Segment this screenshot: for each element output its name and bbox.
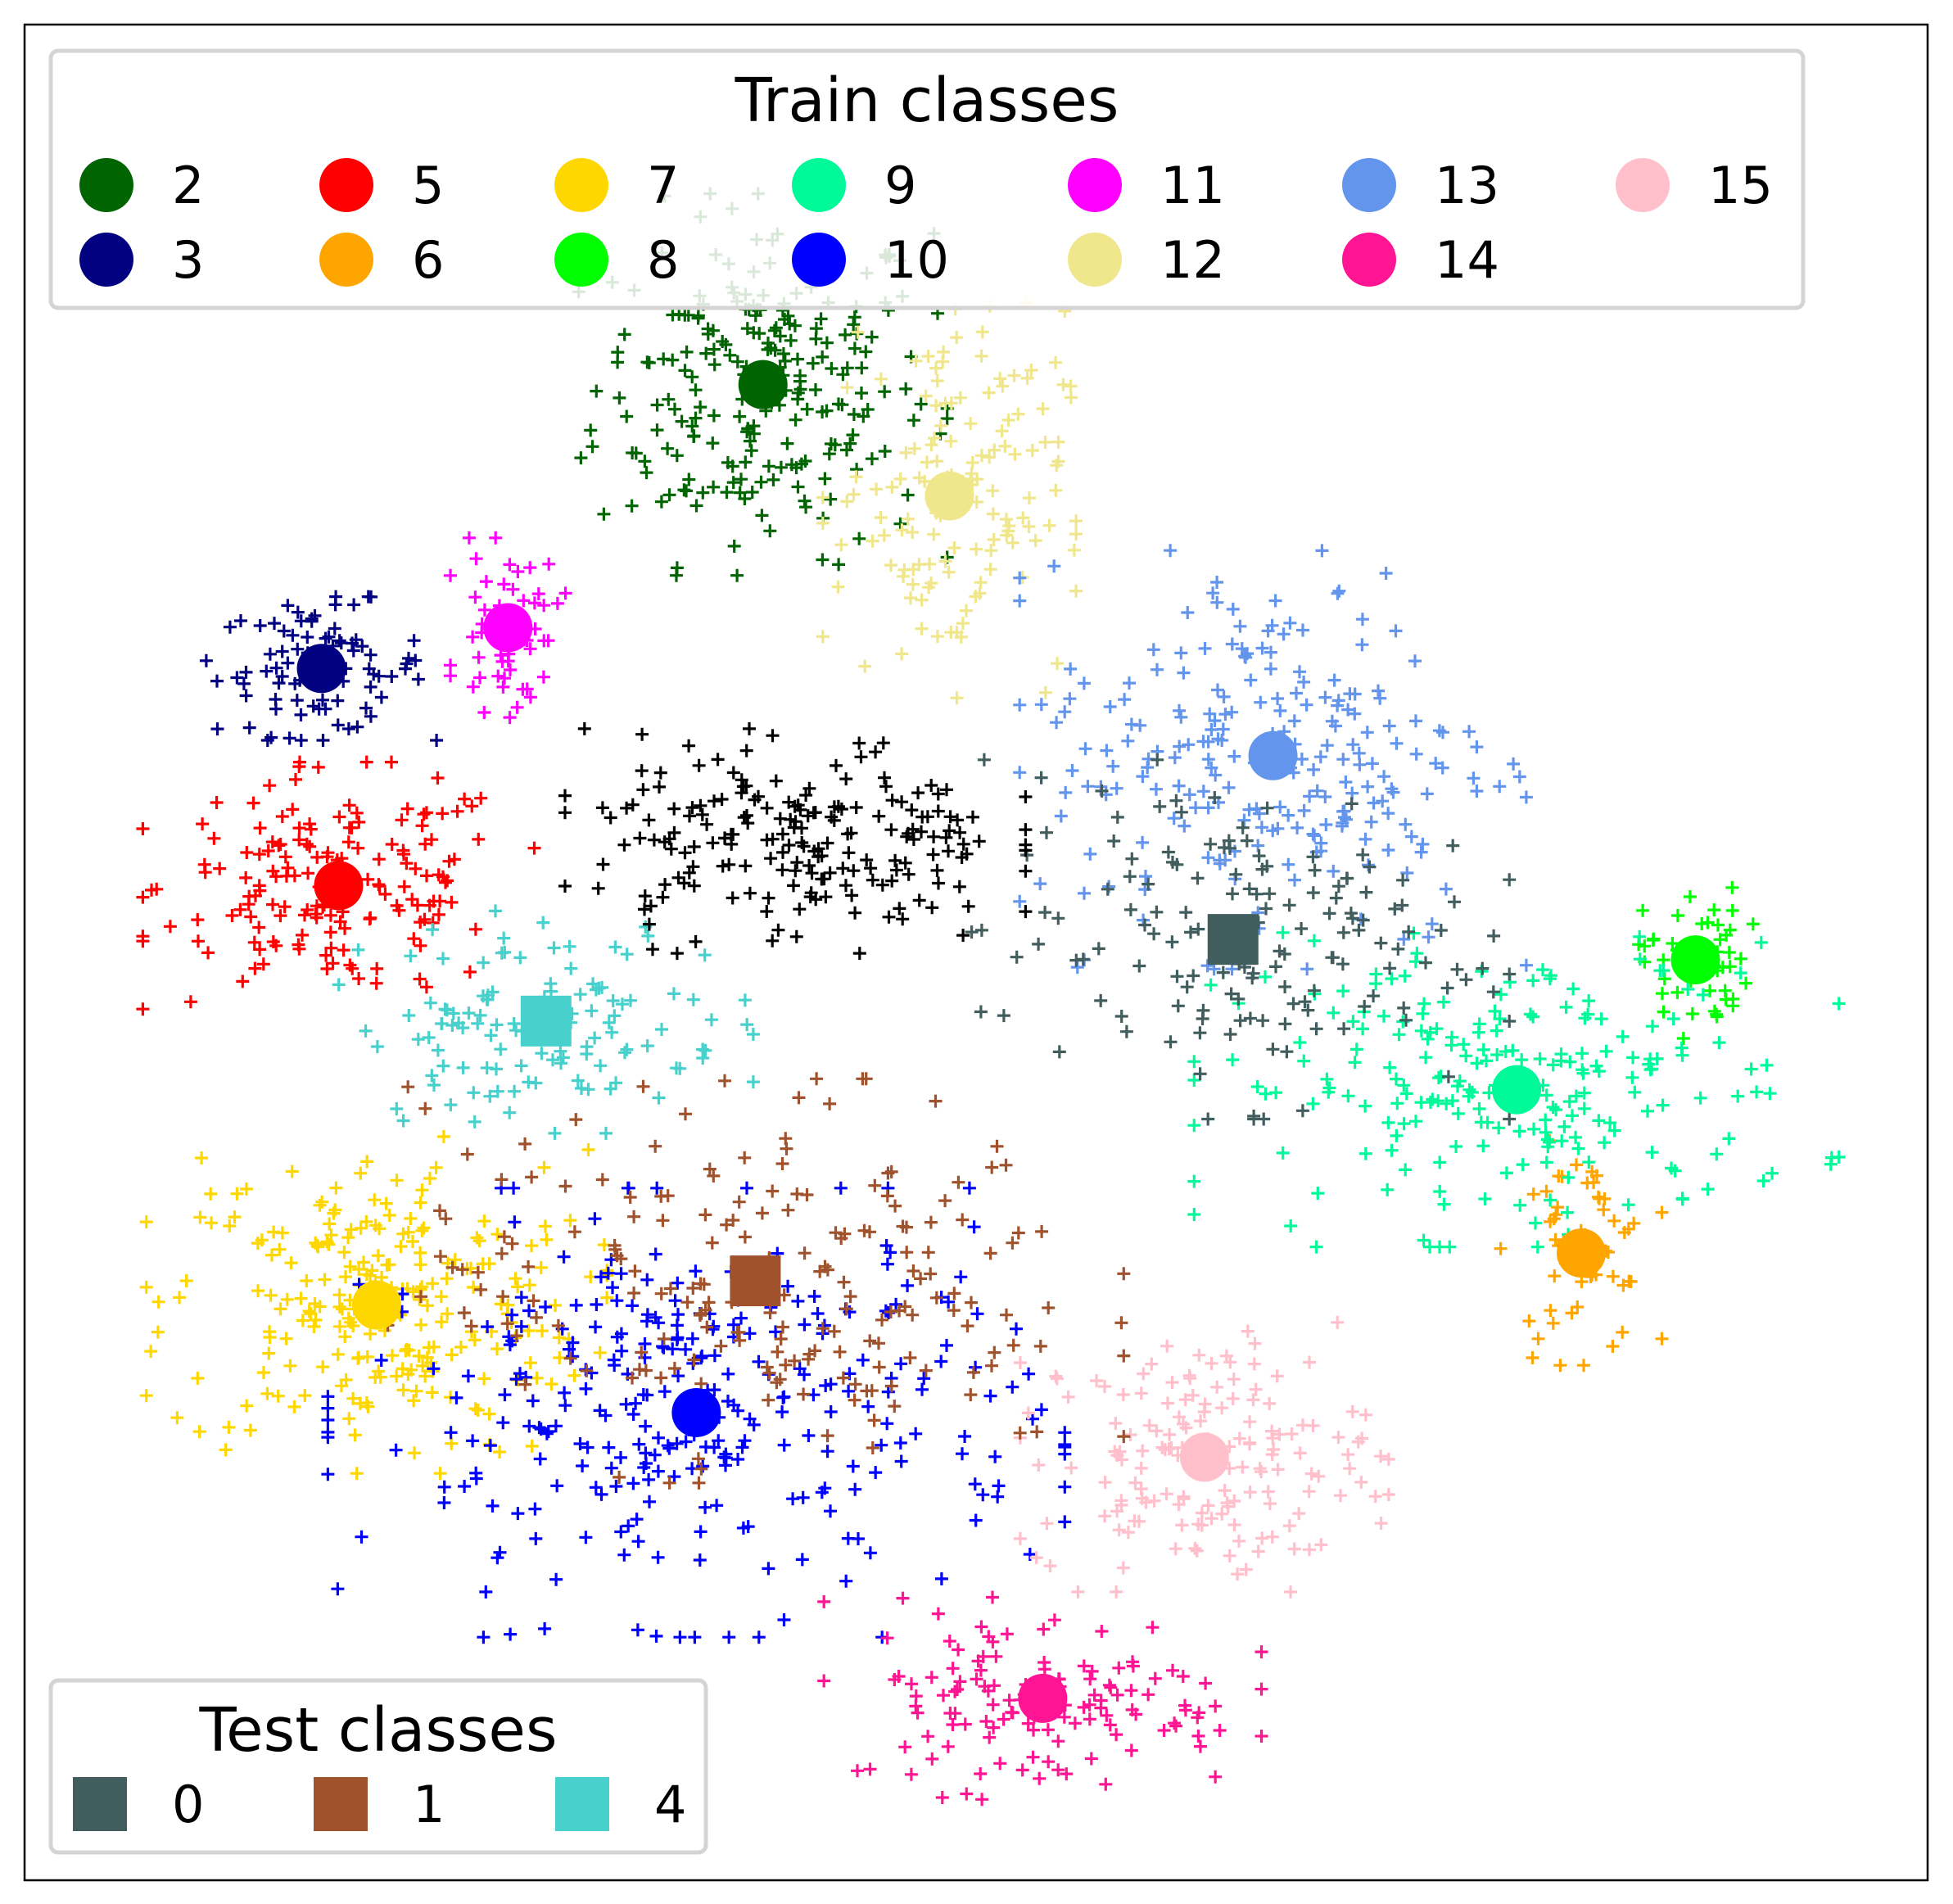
train-legend-label-9: 9 [884,156,916,215]
train-legend-label-14: 14 [1435,230,1499,290]
train-legend-label-13: 13 [1435,156,1499,215]
class-centroid-2 [738,360,788,409]
class-centroid-5 [314,861,364,911]
test-legend-label-1: 1 [413,1775,445,1834]
class-centroid-9 [1492,1065,1542,1115]
test-legend-box [48,1678,708,1855]
train-legend-marker-7 [554,158,608,212]
train-legend-marker-14 [1342,233,1396,287]
train-legend-label-3: 3 [172,230,204,290]
train-legend-marker-9 [792,158,846,212]
class-centroid-7 [351,1280,401,1330]
class-centroid-4 [520,995,572,1047]
test-legend-label-0: 0 [172,1775,204,1834]
train-legend-label-8: 8 [647,230,679,290]
cluster-plus-markers-unlabeled [558,721,1033,961]
test-legend-marker-4 [555,1777,609,1831]
plot-frame [23,23,1929,1882]
train-legend-marker-2 [79,158,133,212]
train-legend-label-10: 10 [884,230,949,290]
cluster-plus-markers-10 [321,1181,1072,1644]
train-legend-marker-11 [1068,158,1122,212]
cluster-plus-markers-3 [199,590,444,747]
test-legend: Test classes 0 1 4 [48,1678,708,1855]
cluster-plus-markers-14 [817,1590,1268,1807]
train-legend-marker-8 [554,233,608,287]
class-centroids-layer [296,360,1720,1723]
cluster-points-5 [136,755,541,1016]
class-centroid-1 [730,1255,781,1307]
test-legend-entries: 0 1 4 [73,1775,686,1834]
cluster-plus-markers-1 [380,1072,1131,1490]
test-legend-title: Test classes [198,1695,557,1766]
train-legend-marker-6 [319,233,373,287]
train-legend-label-15: 15 [1708,156,1773,215]
class-centroid-11 [483,603,533,653]
cluster-points-10 [321,1181,1072,1644]
train-legend-label-5: 5 [412,156,444,215]
train-legend-label-12: 12 [1160,230,1225,290]
cluster-points-14 [817,1590,1268,1807]
train-legend-title: Train classes [735,66,1119,136]
test-legend-marker-1 [314,1777,368,1831]
cluster-points-unlabeled [558,721,1033,961]
train-legend-entries: 2 3 5 6 7 8 9 10 11 12 13 14 15 [79,156,1773,290]
train-legend-marker-12 [1068,233,1122,287]
cluster-points-1 [380,1072,1131,1490]
class-centroid-6 [1557,1228,1607,1278]
class-centroid-14 [1018,1673,1068,1723]
data-points-layer [136,187,1846,1807]
train-legend-marker-10 [792,233,846,287]
cluster-plus-markers-5 [136,755,541,1016]
train-legend-marker-5 [319,158,373,212]
class-centroid-15 [1179,1432,1229,1482]
cluster-points-3 [199,590,444,747]
class-centroid-8 [1670,935,1720,985]
cluster-points-4 [332,904,760,1140]
class-centroid-10 [671,1387,721,1437]
train-legend-label-11: 11 [1160,156,1225,215]
train-legend-marker-13 [1342,158,1396,212]
class-centroid-3 [296,644,346,694]
train-legend-label-7: 7 [647,156,679,215]
train-legend-marker-3 [79,233,133,287]
test-legend-marker-0 [73,1777,127,1831]
class-centroid-13 [1248,730,1298,780]
train-legend-label-6: 6 [412,230,444,290]
class-centroid-0 [1207,914,1259,966]
train-legend-marker-15 [1616,158,1670,212]
train-legend-label-2: 2 [172,156,204,215]
test-legend-label-4: 4 [654,1775,686,1834]
cluster-plus-markers-4 [332,904,760,1140]
class-centroid-12 [925,471,974,521]
train-legend: Train classes 2 3 5 6 7 8 9 10 11 12 13 14 15 [48,48,1806,310]
